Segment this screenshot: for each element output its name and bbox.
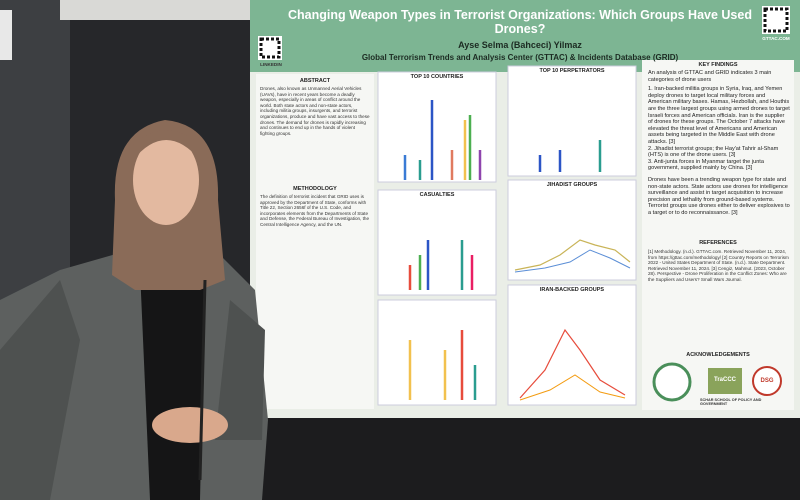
qr-label: LINKEDIN: [260, 62, 282, 67]
section-heading: ACKNOWLEDGEMENTS: [686, 352, 750, 358]
stand: [245, 415, 800, 500]
qr-code: [763, 7, 789, 33]
finding-intro: An analysis of GTTAC and GRID indicates …: [648, 70, 772, 83]
poster-author: Ayse Selma (Bahceci) Yilmaz: [458, 40, 582, 50]
face: [133, 135, 199, 225]
qr-label: GTTAC.COM: [762, 36, 790, 41]
finding: 3. Anti-junta forces in Myanmar target t…: [648, 158, 764, 172]
section-text: Drones, also known as Unmanned Aerial Ve…: [260, 86, 370, 136]
sign: [0, 10, 12, 60]
sleeve: [215, 300, 265, 440]
logo: [708, 368, 742, 394]
section-heading: ABSTRACT: [299, 78, 331, 84]
chart-heading: TOP 10 COUNTRIES: [410, 74, 464, 80]
section-heading: METHODOLOGY: [293, 186, 337, 192]
decor-line: [519, 374, 626, 401]
logo-label: SCHAR SCHOOL OF POLICY AND GOVERNMENT: [700, 398, 762, 406]
lanyard: [198, 279, 207, 481]
chart-heading: TOP 10 PERPETRATORS: [539, 68, 605, 74]
column: [642, 60, 794, 410]
panel: [377, 71, 497, 183]
sleeve: [0, 280, 80, 500]
logo: [752, 366, 782, 396]
section-heading: KEY FINDINGS: [698, 62, 738, 68]
references-text: [1] Methodology. (n.d.). GTTAC.com. Retr…: [648, 249, 789, 282]
section-text: The definition of terrorist incident tha…: [260, 194, 370, 227]
poster-title: Changing Weapon Types in Terrorist Organ…: [288, 8, 752, 36]
chart-heading: CASUALTIES: [419, 192, 455, 198]
panel: [507, 179, 637, 281]
panel: [377, 189, 497, 296]
poster-affiliation: Global Terrorism Trends and Analysis Cen…: [361, 53, 679, 62]
decor-line: [514, 249, 631, 273]
chart-heading: IRAN-BACKED GROUPS: [539, 287, 605, 293]
qr-code: [762, 6, 790, 34]
decor-bars: [403, 100, 602, 400]
top: [140, 270, 205, 500]
decor-line: [519, 328, 626, 399]
hijab-edge: [133, 130, 200, 160]
section-heading: REFERENCES: [699, 240, 737, 246]
panel: [507, 284, 637, 406]
decor-line: [514, 239, 631, 271]
logo: [652, 362, 692, 402]
key-findings: An analysis of GTTAC and GRID indicates …: [648, 70, 790, 216]
column: [256, 74, 374, 409]
logo-label: DSG: [760, 378, 774, 384]
hands: [152, 407, 228, 443]
chart-panels: [377, 65, 637, 406]
qr-code: [259, 37, 281, 59]
ceiling: [60, 0, 250, 20]
panel: [377, 299, 497, 406]
chart-heading: JIHADIST GROUPS: [546, 182, 598, 188]
finding: 2. Jihadist terrorist groups; the Hay'at…: [648, 145, 779, 159]
panel: [507, 65, 637, 177]
logo-label: TraCCC: [713, 377, 736, 383]
finding-conclusion: Drones have been a trending weapon type …: [648, 176, 790, 216]
finding: 1. Iran-backed militia groups in Syria, …: [648, 86, 790, 145]
person: [0, 120, 268, 500]
